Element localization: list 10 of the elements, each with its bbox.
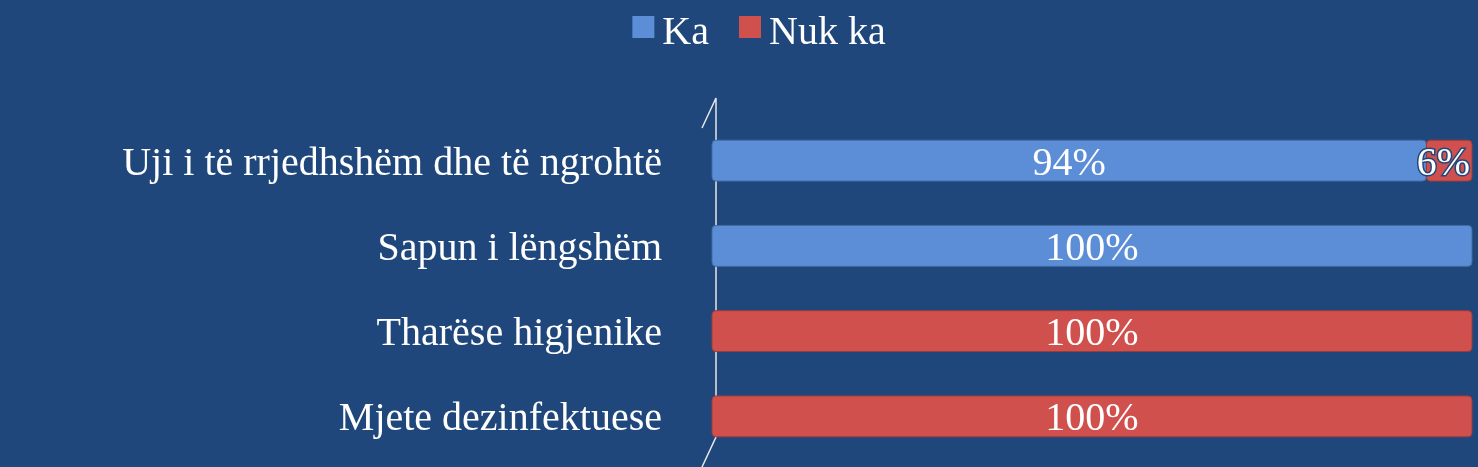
legend-label: Nuk ka	[769, 8, 886, 53]
data-label: 100%	[1045, 309, 1139, 355]
y-tick-label: Tharëse higjenike	[376, 309, 662, 355]
data-label: 100%	[1045, 223, 1139, 269]
data-label: 94%	[1032, 138, 1106, 184]
data-label: 100%	[1045, 394, 1139, 440]
y-tick-label: Sapun i lëngshëm	[377, 223, 662, 269]
y-tick-label: Uji i të rrjedhshëm dhe të ngrohtë	[122, 138, 662, 184]
y-tick-label: Mjete dezinfektuese	[338, 394, 662, 440]
legend-label: Ka	[662, 8, 710, 53]
